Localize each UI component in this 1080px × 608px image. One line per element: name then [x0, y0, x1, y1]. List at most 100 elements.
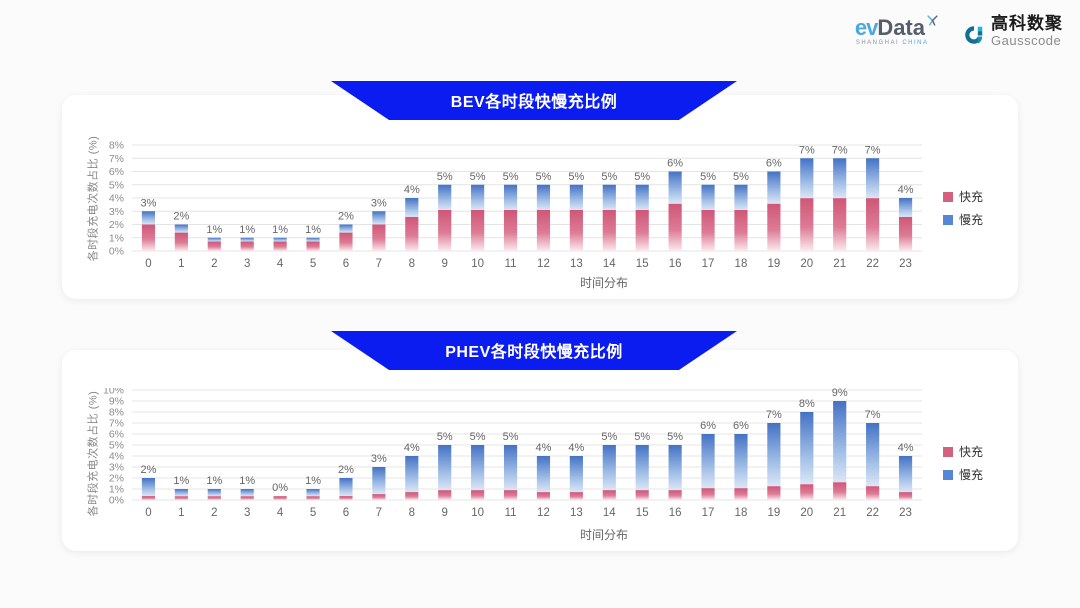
- svg-text:5%: 5%: [437, 171, 453, 183]
- svg-text:4%: 4%: [568, 442, 584, 454]
- svg-text:7: 7: [376, 507, 382, 519]
- svg-text:12: 12: [537, 507, 550, 519]
- svg-text:1%: 1%: [272, 224, 288, 236]
- svg-text:5%: 5%: [700, 171, 716, 183]
- svg-text:5%: 5%: [634, 171, 650, 183]
- svg-text:5%: 5%: [568, 171, 584, 183]
- svg-text:6%: 6%: [109, 429, 124, 441]
- svg-text:1%: 1%: [206, 224, 222, 236]
- svg-text:4%: 4%: [898, 442, 914, 454]
- svg-text:4%: 4%: [109, 193, 124, 205]
- svg-text:15: 15: [636, 258, 649, 270]
- svg-text:10: 10: [471, 507, 484, 519]
- svg-text:13: 13: [570, 507, 583, 519]
- svg-text:20: 20: [800, 258, 813, 270]
- svg-text:1: 1: [178, 258, 184, 270]
- svg-text:7%: 7%: [766, 409, 782, 421]
- svg-text:5%: 5%: [733, 171, 749, 183]
- svg-text:2%: 2%: [338, 464, 354, 476]
- svg-text:7%: 7%: [799, 144, 815, 156]
- svg-text:6%: 6%: [667, 158, 683, 170]
- svg-text:5%: 5%: [109, 179, 124, 191]
- svg-text:3%: 3%: [141, 197, 157, 209]
- svg-text:17: 17: [702, 507, 715, 519]
- svg-text:8%: 8%: [109, 407, 124, 419]
- svg-text:5%: 5%: [437, 431, 453, 443]
- svg-text:5: 5: [310, 258, 316, 270]
- svg-text:12: 12: [537, 258, 550, 270]
- svg-text:1%: 1%: [206, 475, 222, 487]
- svg-text:10%: 10%: [103, 388, 124, 397]
- svg-text:1: 1: [178, 507, 184, 519]
- svg-text:5%: 5%: [634, 431, 650, 443]
- svg-text:0%: 0%: [109, 495, 124, 507]
- svg-text:5%: 5%: [667, 431, 683, 443]
- svg-text:4: 4: [277, 258, 284, 270]
- svg-text:4%: 4%: [404, 184, 420, 196]
- svg-text:4: 4: [277, 507, 284, 519]
- svg-text:14: 14: [603, 258, 616, 270]
- svg-text:5%: 5%: [601, 431, 617, 443]
- svg-text:22: 22: [866, 507, 879, 519]
- svg-text:5%: 5%: [109, 440, 124, 452]
- svg-text:2%: 2%: [141, 464, 157, 476]
- svg-text:3: 3: [244, 258, 250, 270]
- svg-text:3%: 3%: [371, 197, 387, 209]
- svg-text:3%: 3%: [371, 453, 387, 465]
- svg-text:11: 11: [505, 507, 517, 519]
- svg-text:1%: 1%: [305, 475, 321, 487]
- svg-text:17: 17: [702, 258, 715, 270]
- svg-text:1%: 1%: [239, 475, 255, 487]
- svg-text:1%: 1%: [109, 484, 124, 496]
- svg-text:16: 16: [669, 507, 682, 519]
- svg-text:7%: 7%: [109, 418, 124, 430]
- svg-text:5: 5: [310, 507, 316, 519]
- svg-text:9%: 9%: [109, 396, 124, 408]
- svg-text:5%: 5%: [536, 171, 552, 183]
- svg-text:6%: 6%: [700, 420, 716, 432]
- svg-text:7%: 7%: [832, 144, 848, 156]
- svg-text:6%: 6%: [766, 158, 782, 170]
- svg-text:9%: 9%: [832, 388, 848, 399]
- svg-text:11: 11: [505, 258, 517, 270]
- svg-text:23: 23: [899, 258, 912, 270]
- svg-text:5%: 5%: [503, 171, 519, 183]
- svg-text:8%: 8%: [109, 140, 124, 152]
- svg-text:0: 0: [145, 507, 151, 519]
- svg-text:3: 3: [244, 507, 250, 519]
- svg-text:10: 10: [471, 258, 484, 270]
- svg-text:1%: 1%: [109, 232, 124, 244]
- svg-text:4%: 4%: [898, 184, 914, 196]
- svg-text:18: 18: [735, 258, 748, 270]
- svg-text:22: 22: [866, 258, 879, 270]
- svg-text:0%: 0%: [109, 246, 124, 258]
- svg-text:6%: 6%: [733, 420, 749, 432]
- svg-text:3%: 3%: [109, 206, 124, 218]
- svg-text:15: 15: [636, 507, 649, 519]
- svg-text:7%: 7%: [109, 153, 124, 165]
- svg-text:6: 6: [343, 507, 349, 519]
- svg-text:4%: 4%: [404, 442, 420, 454]
- svg-text:2: 2: [211, 258, 217, 270]
- svg-text:3%: 3%: [109, 462, 124, 474]
- svg-text:23: 23: [899, 507, 912, 519]
- svg-text:0: 0: [145, 258, 151, 270]
- svg-text:19: 19: [767, 258, 780, 270]
- svg-text:1%: 1%: [173, 475, 189, 487]
- svg-text:8: 8: [409, 507, 415, 519]
- svg-text:9: 9: [442, 258, 448, 270]
- svg-text:5%: 5%: [503, 431, 519, 443]
- svg-text:8: 8: [409, 258, 415, 270]
- svg-text:1%: 1%: [305, 224, 321, 236]
- svg-text:5%: 5%: [470, 171, 486, 183]
- svg-text:4%: 4%: [109, 451, 124, 463]
- svg-text:18: 18: [735, 507, 748, 519]
- svg-text:2%: 2%: [173, 211, 189, 223]
- svg-text:4%: 4%: [536, 442, 552, 454]
- svg-text:7%: 7%: [865, 409, 881, 421]
- svg-text:16: 16: [669, 258, 682, 270]
- svg-text:14: 14: [603, 507, 616, 519]
- svg-text:7: 7: [376, 258, 382, 270]
- svg-text:20: 20: [800, 507, 813, 519]
- svg-text:6%: 6%: [109, 166, 124, 178]
